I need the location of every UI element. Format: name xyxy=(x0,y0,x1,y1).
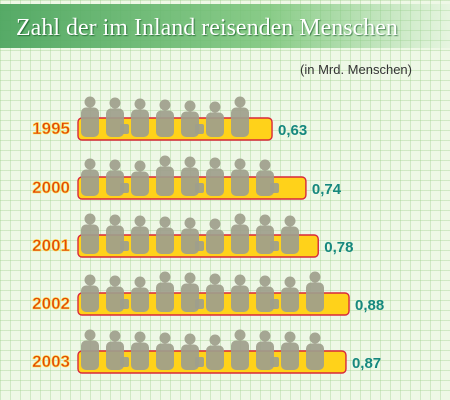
year-label-2002: 2002 xyxy=(32,294,70,313)
bar-group-2003: 2003 0,87 xyxy=(32,329,381,374)
bar-group-2000: 2000 0,74 xyxy=(32,155,342,200)
traveller-silhouettes xyxy=(81,329,324,370)
bar-group-2002: 2002 0,88 xyxy=(32,271,384,316)
chart-subtitle: (in Mrd. Menschen) xyxy=(300,62,412,77)
value-label-1995: 0,63 xyxy=(278,122,307,139)
traveller-silhouettes xyxy=(81,271,324,312)
title-banner: Zahl der im Inland reisenden Menschen xyxy=(0,4,450,48)
traveller-silhouettes xyxy=(81,155,279,196)
chart-title: Zahl der im Inland reisenden Menschen xyxy=(16,15,398,41)
value-label-2003: 0,87 xyxy=(352,355,381,372)
traveller-silhouettes xyxy=(81,213,299,254)
value-label-2002: 0,88 xyxy=(355,297,384,314)
value-label-2001: 0,78 xyxy=(324,239,353,256)
traveller-silhouettes xyxy=(81,96,249,137)
bar-group-1995: 1995 0,63 xyxy=(32,96,307,141)
value-label-2000: 0,74 xyxy=(312,181,342,198)
year-label-2001: 2001 xyxy=(32,236,70,255)
year-label-1995: 1995 xyxy=(32,119,70,138)
year-label-2003: 2003 xyxy=(32,352,70,371)
bar-group-2001: 2001 0,78 xyxy=(32,213,353,258)
year-label-2000: 2000 xyxy=(32,178,70,197)
